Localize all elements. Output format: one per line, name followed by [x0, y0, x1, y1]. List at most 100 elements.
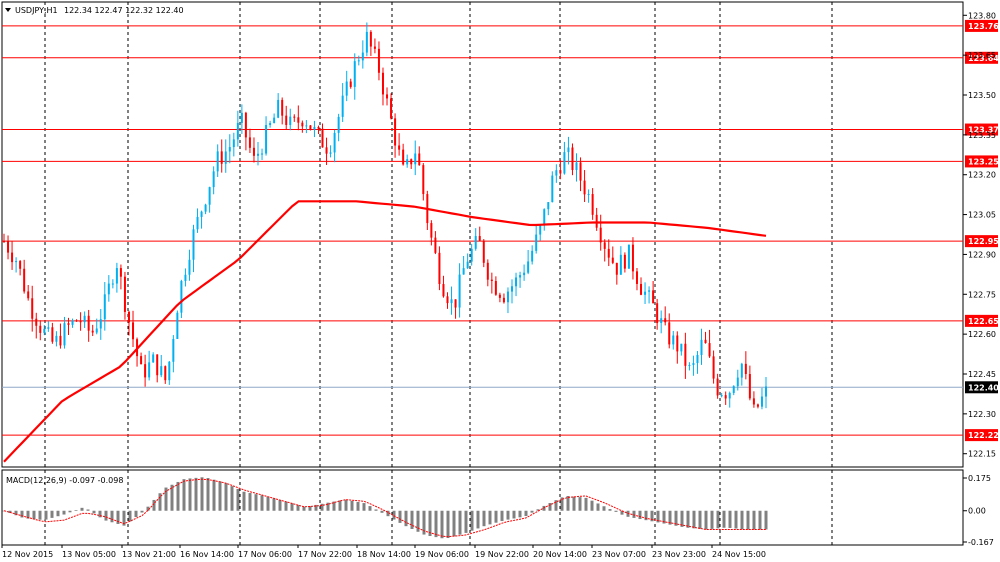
- macd-histogram-bar: [662, 510, 666, 524]
- candle-body: [297, 117, 300, 123]
- macd-histogram-bar: [206, 478, 210, 511]
- candle-body: [648, 290, 651, 292]
- macd-histogram-bar: [674, 510, 678, 526]
- candle-body: [220, 151, 223, 164]
- macd-histogram-bar: [548, 502, 552, 511]
- candle-body: [744, 363, 747, 375]
- candle-body: [333, 132, 336, 153]
- candle-body: [434, 237, 437, 253]
- candle-body: [611, 257, 614, 263]
- macd-histogram-bar: [308, 506, 312, 511]
- macd-histogram-bar: [284, 501, 288, 511]
- candle-body: [559, 170, 562, 174]
- macd-histogram-bar: [254, 494, 258, 511]
- macd-histogram-bar: [470, 510, 474, 531]
- macd-histogram-bar: [560, 497, 564, 511]
- candle-body: [414, 153, 417, 165]
- candle-body: [119, 268, 122, 277]
- candle-body: [228, 147, 231, 152]
- candle-body: [519, 275, 522, 278]
- level-label: 122.65: [968, 317, 999, 326]
- candle-body: [555, 170, 558, 176]
- symbol-dropdown-icon[interactable]: [5, 8, 11, 12]
- macd-histogram-bar: [8, 510, 12, 513]
- macd-histogram-bar: [452, 510, 456, 537]
- time-label: 17 Nov 06:00: [238, 550, 292, 559]
- candle-body: [99, 319, 102, 329]
- macd-histogram-bar: [110, 510, 114, 523]
- macd-tick-label: 0.175: [968, 474, 991, 483]
- time-label: 23 Nov 07:00: [592, 550, 646, 559]
- candle-body: [337, 116, 340, 133]
- macd-histogram-bar: [212, 479, 216, 511]
- candle-body: [289, 116, 292, 125]
- macd-histogram-bar: [764, 510, 768, 530]
- candle-body: [63, 323, 66, 346]
- macd-histogram-bar: [86, 509, 90, 511]
- price-tick-label: 123.20: [968, 171, 996, 180]
- macd-histogram-bar: [590, 500, 594, 511]
- candle-body: [760, 396, 763, 407]
- macd-histogram-bar: [494, 510, 498, 523]
- candle-body: [502, 297, 505, 303]
- candle-body: [692, 363, 695, 365]
- candle-body: [478, 236, 481, 241]
- candle-body: [724, 395, 727, 399]
- candle-body: [607, 248, 610, 258]
- candle-body: [660, 318, 663, 324]
- candle-body: [390, 98, 393, 119]
- candle-body: [192, 229, 195, 260]
- macd-histogram-bar: [302, 506, 306, 511]
- current-price-label: 122.40: [968, 383, 999, 392]
- price-tick-label: 122.30: [968, 410, 996, 419]
- candle-body: [212, 171, 215, 188]
- candle-body: [728, 392, 731, 399]
- candle-body: [164, 366, 167, 381]
- candle-body: [160, 366, 163, 376]
- macd-histogram-bar: [320, 503, 324, 511]
- candle-body: [486, 262, 489, 280]
- level-badge: [965, 235, 998, 248]
- candles: [3, 22, 767, 410]
- candle-body: [31, 298, 34, 319]
- candle-body: [265, 124, 268, 154]
- macd-histogram-bar: [170, 484, 174, 511]
- time-label: 13 Nov 21:00: [122, 550, 176, 559]
- candle-body: [103, 294, 106, 320]
- candle-body: [329, 152, 332, 154]
- macd-histogram-bar: [272, 498, 276, 511]
- candle-body: [527, 261, 530, 273]
- macd-histogram-bar: [698, 510, 702, 529]
- candle-body: [168, 361, 171, 381]
- macd-histogram-bar: [704, 510, 708, 530]
- candle-body: [450, 299, 453, 304]
- macd-histogram-bar: [440, 510, 444, 539]
- candle-body: [458, 274, 461, 308]
- candle-body: [204, 204, 207, 212]
- candle-body: [83, 315, 86, 323]
- candle-body: [591, 194, 594, 215]
- macd-histogram-bar: [332, 501, 336, 511]
- candle-body: [547, 202, 550, 210]
- grid: [1, 1, 964, 546]
- macd-histogram-bar: [386, 510, 390, 517]
- macd-histogram-bar: [740, 510, 744, 530]
- candle-body: [474, 236, 477, 249]
- candle-body: [15, 261, 18, 263]
- macd-histogram-bar: [122, 510, 126, 526]
- current-price-badge: [965, 381, 998, 394]
- candle-body: [627, 244, 630, 269]
- macd-signal-line: [3, 478, 766, 538]
- price-tick-label: 122.90: [968, 250, 996, 259]
- candle-body: [75, 320, 78, 322]
- macd-histogram-bar: [314, 504, 318, 511]
- time-label: 12 Nov 2015: [2, 550, 53, 559]
- macd-histogram-bar: [524, 510, 528, 517]
- macd-histogram-bar: [578, 497, 582, 511]
- candle-body: [3, 241, 5, 243]
- candle-body: [55, 335, 58, 342]
- candle-body: [696, 354, 699, 364]
- level-label: 122.22: [968, 431, 999, 440]
- macd-histogram-bar: [218, 481, 222, 511]
